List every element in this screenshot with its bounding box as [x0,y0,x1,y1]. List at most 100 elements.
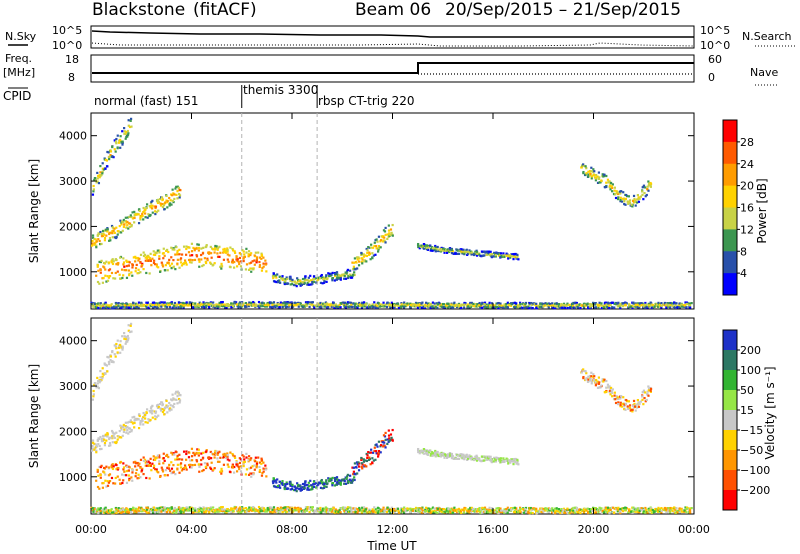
echo-cell [445,454,448,457]
echo-cell [470,508,473,511]
echo-cell [192,302,195,306]
echo-cell [219,456,222,459]
echo-cell [499,457,503,460]
echo-cell [481,254,484,258]
echo-cell [297,301,300,304]
echo-cell [230,511,233,514]
echo-cell [113,436,116,439]
echo-cell [267,303,270,306]
echo-cell [619,304,622,307]
echo-cell [459,453,463,456]
echo-cell [92,389,95,393]
echo-cell [261,301,264,304]
echo-cell [190,301,193,305]
echo-cell [582,305,585,308]
echo-cell [383,305,386,308]
echo-cell [419,303,422,307]
echo-cell [343,507,346,510]
echo-cell [616,402,620,406]
echo-cell [368,508,371,511]
echo-cell [128,466,131,469]
echo-cell [291,483,294,486]
echo-cell [92,190,95,193]
echo-cell [589,305,592,308]
echo-cell [102,232,105,235]
echo-cell [441,305,444,308]
echo-cell [254,251,257,254]
echo-cell [375,450,378,453]
echo-cell [245,305,248,308]
echo-cell [484,510,487,513]
echo-cell [330,302,333,305]
echo-cell [209,245,212,249]
echo-cell [128,330,132,334]
echo-cell [187,463,191,467]
echo-cell [166,248,169,252]
echo-cell [484,251,487,254]
echo-cell [105,280,108,283]
echo-cell [474,250,477,253]
echo-cell [142,456,145,459]
echo-cell [114,355,117,358]
echo-cell [164,469,167,472]
echo-cell [226,258,229,261]
echo-cell [154,206,157,210]
echo-cell [225,509,228,513]
echo-cell [322,507,325,510]
echo-cell [203,302,206,305]
echo-cell [93,237,96,241]
echo-cell [530,303,534,306]
echo-cell [94,305,97,309]
echo-cell [611,183,614,186]
echo-cell [164,474,167,477]
echo-cell [600,384,603,387]
echo-cell [503,460,506,463]
echo-cell [120,511,123,514]
echo-cell [512,253,515,256]
echo-cell [97,511,100,515]
echo-cell [515,302,518,305]
echo-cell [210,252,213,255]
echo-cell [377,440,381,443]
echo-cell [608,180,611,183]
echo-cell [176,467,179,470]
echo-cell [120,302,123,305]
echo-cell [619,200,622,203]
echo-cell [478,506,481,510]
echo-cell [491,507,494,510]
echo-cell [209,507,212,510]
echo-cell [135,213,138,216]
echo-cell [450,248,454,251]
echo-cell [116,508,120,511]
echo-cell [478,304,481,307]
echo-cell [212,506,215,509]
echo-cell [303,510,307,513]
echo-cell [323,281,326,284]
echo-cell [266,305,269,308]
echo-cell [158,303,161,306]
echo-cell [647,189,650,192]
echo-cell [125,464,128,467]
echo-cell [619,302,622,306]
echo-cell [242,461,245,464]
nsearch-trace [91,42,695,47]
echo-cell [402,306,406,309]
echo-cell [280,303,283,306]
echo-cell [468,454,471,457]
echo-cell [342,303,345,306]
echo-cell [439,247,442,250]
echo-cell [161,301,164,304]
echo-cell [123,223,126,226]
echo-cell [310,301,313,304]
echo-cell [299,302,302,305]
echo-cell [96,304,99,307]
echo-cell [110,271,114,275]
echo-cell [191,254,194,257]
echo-cell [380,444,383,447]
echo-cell [447,507,450,511]
echo-cell [110,476,114,480]
echo-cell [142,459,146,463]
echo-cell [425,246,428,249]
echo-cell [499,507,502,510]
echo-cell [403,301,406,304]
